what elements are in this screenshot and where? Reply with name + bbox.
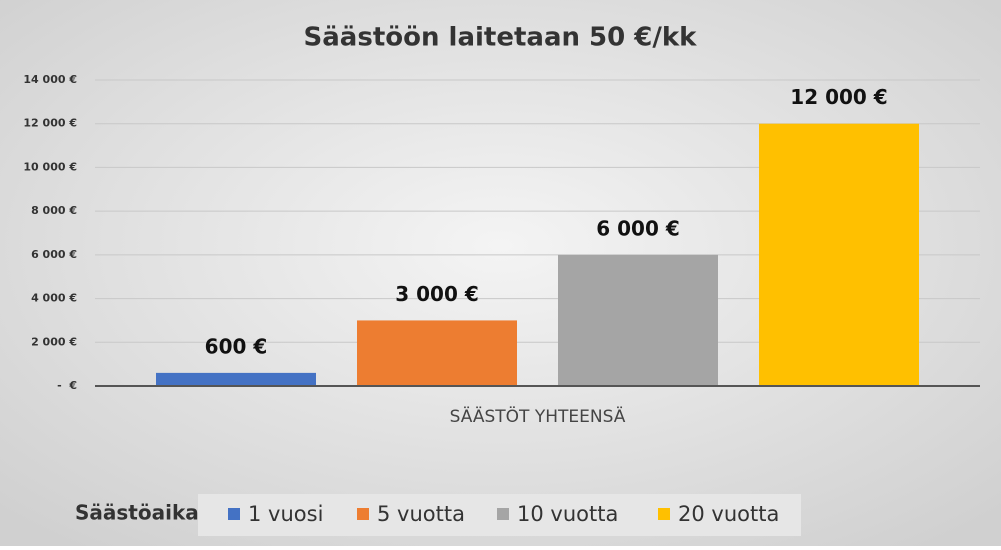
y-tick-label: 4 000 € bbox=[31, 292, 77, 305]
legend-label: 10 vuotta bbox=[517, 502, 618, 526]
value-label: 600 € bbox=[205, 334, 268, 358]
bar bbox=[357, 320, 517, 386]
value-label: 3 000 € bbox=[395, 282, 479, 306]
legend-label: 1 vuosi bbox=[248, 502, 323, 526]
bar bbox=[759, 123, 919, 386]
y-tick-label: - € bbox=[57, 379, 77, 392]
legend-label: 5 vuotta bbox=[377, 502, 465, 526]
y-tick-label: 12 000 € bbox=[23, 117, 77, 130]
legend-label: 20 vuotta bbox=[678, 502, 779, 526]
y-tick-label: 14 000 € bbox=[23, 73, 77, 86]
legend-title: Säästöaika bbox=[75, 501, 199, 525]
legend-marker bbox=[497, 508, 509, 520]
bar bbox=[558, 254, 718, 386]
x-tick-label: SÄÄSTÖT YHTEENSÄ bbox=[450, 405, 626, 427]
y-tick-label: 6 000 € bbox=[31, 248, 77, 261]
chart-title: Säästöön laitetaan 50 €/kk bbox=[304, 23, 698, 53]
bar bbox=[156, 372, 316, 386]
value-label: 6 000 € bbox=[596, 216, 680, 240]
y-tick-label: 2 000 € bbox=[31, 335, 77, 348]
value-label: 12 000 € bbox=[790, 85, 887, 109]
legend-marker bbox=[357, 508, 369, 520]
legend-marker bbox=[228, 508, 240, 520]
legend-marker bbox=[658, 508, 670, 520]
y-tick-label: 8 000 € bbox=[31, 204, 77, 217]
y-tick-label: 10 000 € bbox=[23, 160, 77, 173]
